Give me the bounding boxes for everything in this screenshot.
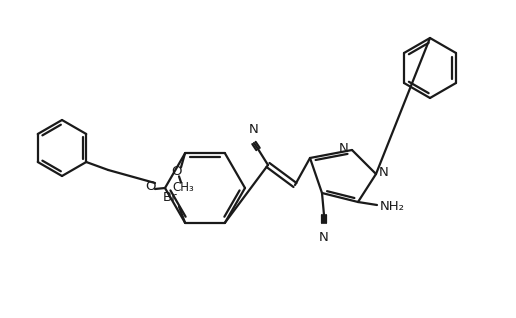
- Text: NH₂: NH₂: [380, 199, 405, 212]
- Text: N: N: [319, 231, 329, 244]
- Text: O: O: [146, 179, 156, 192]
- Text: Br: Br: [163, 191, 177, 204]
- Text: CH₃: CH₃: [172, 181, 194, 194]
- Text: N: N: [249, 123, 259, 136]
- Text: N: N: [379, 167, 389, 179]
- Text: N: N: [339, 142, 349, 156]
- Text: O: O: [172, 165, 182, 178]
